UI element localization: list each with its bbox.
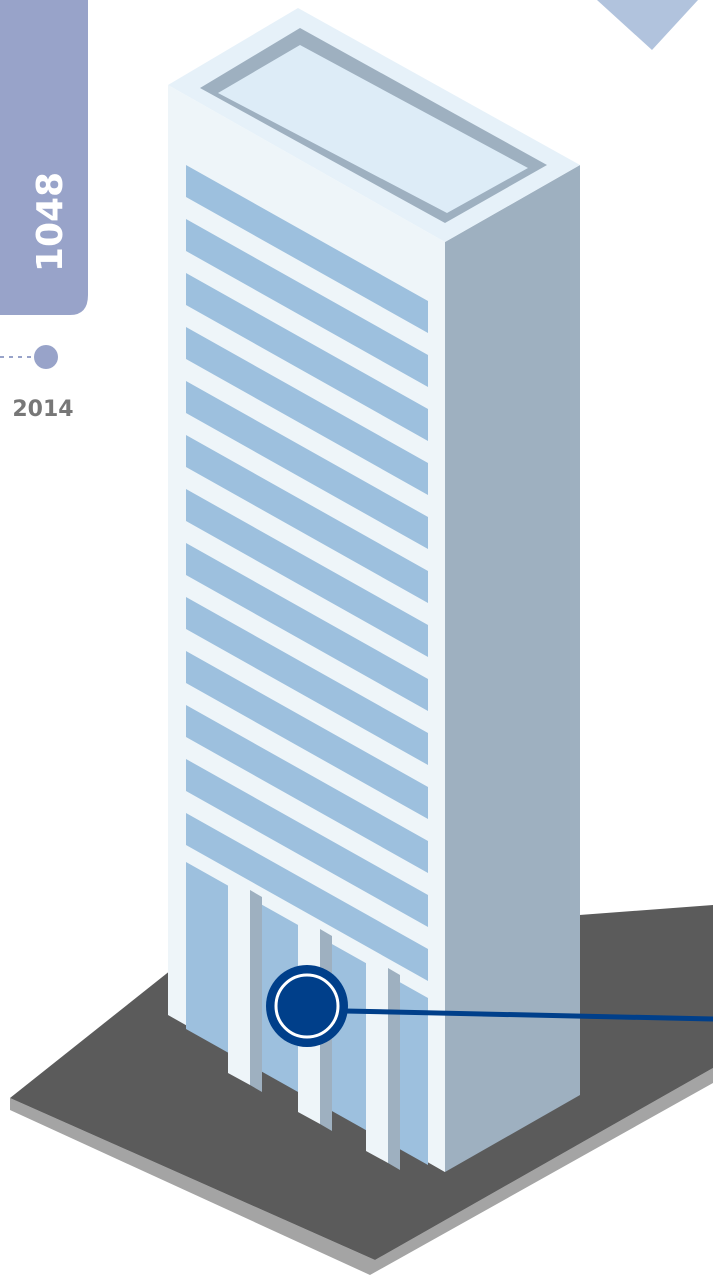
window-bands <box>186 165 428 981</box>
pillar <box>168 845 186 1022</box>
pillar <box>428 990 445 1172</box>
window-band <box>186 273 428 441</box>
location-marker <box>266 965 713 1047</box>
window-band <box>186 597 428 765</box>
window-band <box>186 435 428 603</box>
window-band <box>186 381 428 549</box>
pillar-shade <box>388 968 400 1170</box>
window-band <box>186 651 428 819</box>
window-band <box>186 219 428 387</box>
window-band <box>186 813 428 981</box>
height-tab-shape <box>0 0 88 315</box>
height-value: 1048 <box>30 172 71 272</box>
marker-ring <box>274 973 340 1039</box>
window-band <box>186 705 428 873</box>
base-edge <box>10 1068 713 1275</box>
window-band <box>186 759 428 927</box>
year-dot <box>34 345 58 369</box>
pillar-shade <box>250 890 262 1092</box>
window-band <box>186 165 428 333</box>
tower <box>168 8 580 1172</box>
pillar <box>228 878 250 1085</box>
year-marker: 2014 <box>0 345 74 422</box>
tower-side <box>445 165 580 1172</box>
window-band <box>186 543 428 711</box>
window-band <box>186 327 428 495</box>
height-tab: 1048 <box>0 0 88 315</box>
leader-line <box>344 1008 713 1022</box>
location-marker-icon <box>266 965 348 1047</box>
roof-panel <box>218 45 528 213</box>
chevron-down-icon <box>597 0 698 50</box>
pillar <box>366 956 388 1163</box>
window-band <box>186 489 428 657</box>
year-label: 2014 <box>12 397 73 422</box>
